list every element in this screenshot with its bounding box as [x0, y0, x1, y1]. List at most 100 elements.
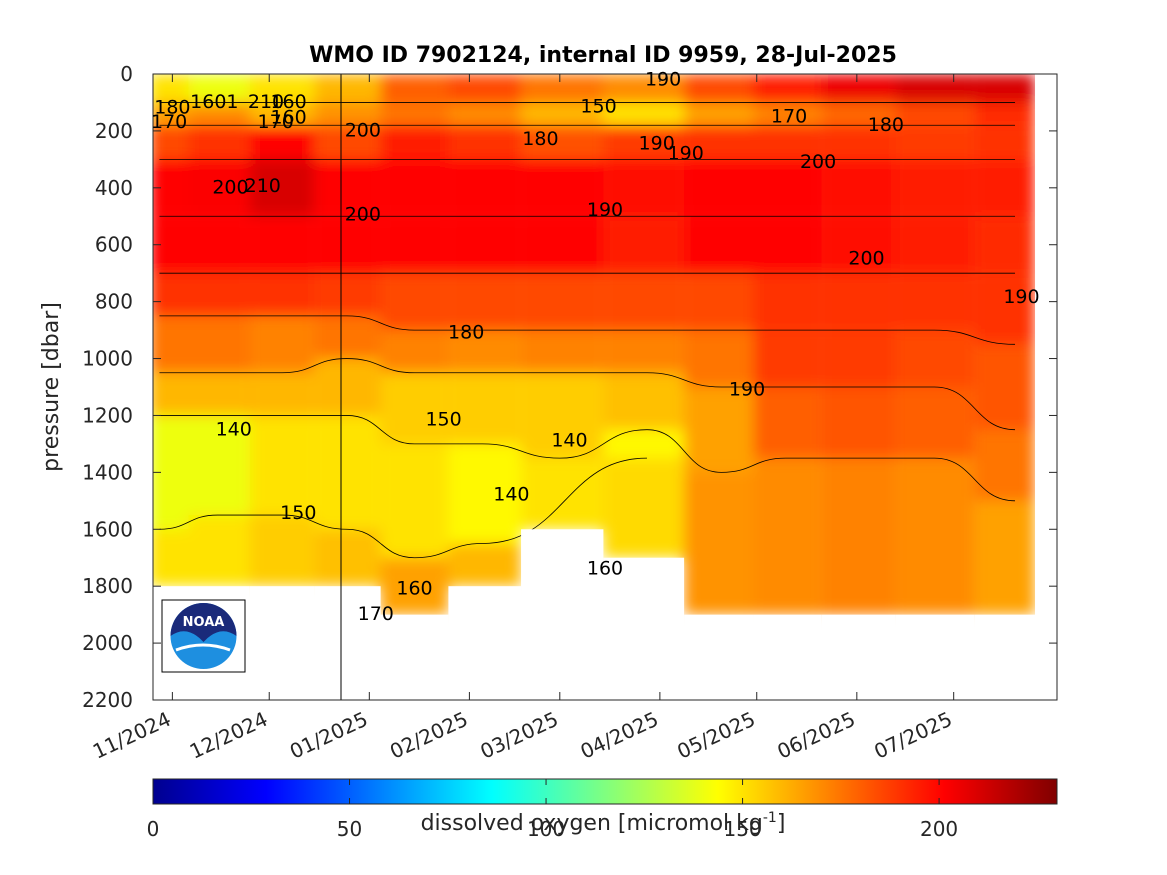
x-tick-label: 01/2025	[286, 707, 371, 764]
contour-label: 200	[345, 119, 381, 141]
x-tick-label: 06/2025	[773, 707, 858, 764]
contour-label: 150	[280, 502, 316, 524]
contour-label: 170	[771, 105, 807, 127]
contour-label: 200	[800, 151, 836, 173]
field-cell	[974, 159, 1036, 217]
y-tick-label: 1200	[82, 403, 133, 427]
field-cell	[895, 458, 975, 615]
colorbar	[152, 778, 1058, 805]
axes-frame	[152, 73, 1058, 701]
field-cell	[249, 125, 315, 160]
field-cell	[521, 273, 604, 331]
field-cell	[448, 330, 522, 373]
no-data-region	[684, 614, 754, 700]
field-cell	[249, 159, 315, 217]
field-cell	[895, 330, 975, 387]
field-cell	[603, 102, 685, 126]
field-cell	[603, 159, 685, 217]
field-cell	[249, 415, 315, 516]
field-cell	[314, 315, 381, 359]
no-data-region	[380, 614, 449, 700]
colorbar-ticks: 0 50 100 150 200	[147, 779, 958, 841]
field-cell	[521, 159, 604, 217]
field-cell	[249, 74, 315, 103]
contour-line	[159, 415, 1016, 502]
no-data-region	[249, 586, 315, 700]
x-tick-label: 05/2025	[673, 707, 758, 764]
field-cell	[974, 102, 1036, 126]
field-cell	[448, 216, 522, 274]
field-cell	[153, 315, 189, 373]
no-data-region	[448, 586, 522, 700]
field-cell	[448, 159, 522, 217]
contour-label: 160	[270, 91, 306, 113]
contour-label: 180	[868, 114, 904, 136]
field-cell	[895, 102, 975, 126]
y-tick-label: 1800	[82, 574, 133, 598]
contour-label: 1601	[190, 91, 238, 113]
field-cell	[380, 557, 449, 615]
field-cell	[753, 74, 822, 103]
field-cell	[753, 330, 822, 387]
field-cell	[684, 273, 754, 331]
y-tick-label: 800	[95, 290, 133, 314]
field-cell	[974, 344, 1036, 430]
field-cell	[684, 125, 754, 160]
field-cell	[895, 125, 975, 160]
field-cell	[448, 125, 522, 160]
field-cell	[603, 273, 685, 331]
field-cell	[603, 429, 685, 459]
field-cell	[188, 102, 250, 126]
field-cell	[380, 372, 449, 444]
field-cell	[521, 458, 604, 530]
field-cell	[153, 372, 189, 416]
field-cell	[603, 330, 685, 373]
y-tick-label: 2200	[82, 688, 133, 712]
field-cell	[821, 102, 896, 126]
field-cell	[314, 216, 381, 274]
colorbar-tick-label: 0	[147, 817, 160, 841]
field-cell	[314, 102, 381, 126]
no-data-region	[1035, 74, 1057, 700]
y-tick-label: 600	[95, 233, 133, 257]
contour-label: 150	[425, 408, 461, 430]
field-cell	[380, 102, 449, 126]
field-cell	[249, 102, 315, 126]
field-cell	[249, 315, 315, 373]
field-cell	[821, 330, 896, 387]
field-cell	[753, 387, 822, 459]
field-cell	[521, 125, 604, 160]
field-cell	[684, 216, 754, 274]
field-cell	[314, 529, 381, 587]
no-data-region	[753, 614, 822, 700]
x-tick-label: 04/2025	[577, 707, 662, 764]
contour-label: 190	[668, 142, 704, 164]
field-cell	[753, 125, 822, 160]
field-cell	[380, 273, 449, 331]
contour-label: 210	[248, 91, 284, 113]
contour-label: 190	[639, 132, 675, 154]
field-cell	[448, 443, 522, 544]
field-cell	[821, 387, 896, 459]
field-cell	[380, 159, 449, 217]
field-cell	[821, 216, 896, 274]
field-cell	[821, 273, 896, 331]
field-cell	[821, 159, 896, 217]
contour-line	[159, 358, 1016, 431]
colorbar-label-suffix: ]	[777, 811, 786, 836]
logo-text: NOAA	[183, 615, 225, 630]
field-cell	[314, 74, 381, 103]
field-cell	[603, 125, 685, 160]
contour-label: 170	[151, 111, 187, 133]
field-cell	[753, 273, 822, 331]
contour-label: 190	[1003, 286, 1039, 308]
logo-wave	[175, 643, 231, 652]
field-cell	[188, 159, 250, 217]
field-cell	[974, 429, 1036, 501]
field-cell	[521, 102, 604, 126]
field-cell	[448, 74, 522, 103]
field-cell	[188, 74, 250, 103]
field-cell	[188, 315, 250, 373]
field-cell	[521, 372, 604, 459]
